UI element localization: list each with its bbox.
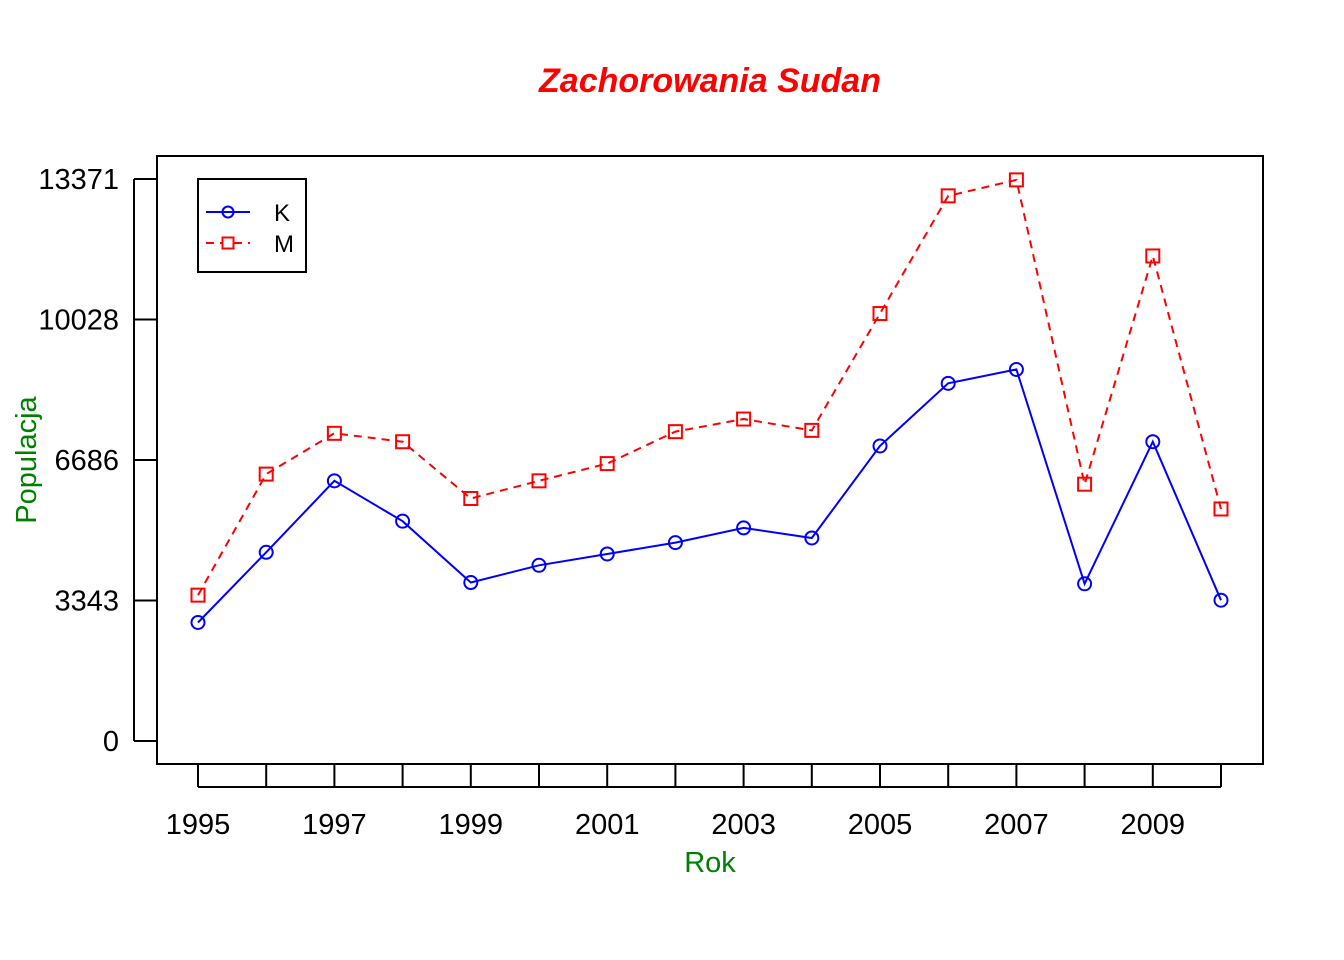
x-axis-title: Rok: [684, 847, 736, 879]
legend-marker: [221, 236, 235, 250]
data-point: [1145, 248, 1161, 264]
data-point: [463, 575, 479, 591]
data-point: [326, 473, 342, 489]
data-point: [667, 535, 683, 551]
data-point: [940, 375, 956, 391]
y-axis-title: Populacja: [11, 395, 43, 523]
data-point: [190, 587, 206, 603]
x-tick-label: 1997: [302, 809, 367, 841]
data-point: [736, 520, 752, 536]
chart-title: Zachorowania Sudan: [538, 62, 881, 100]
data-point: [1008, 361, 1024, 377]
data-point: [1077, 576, 1093, 592]
x-tick-label: 2005: [848, 809, 913, 841]
legend-label: M: [274, 231, 294, 258]
x-tick-label: 1995: [166, 809, 231, 841]
x-tick-label: 2003: [711, 809, 776, 841]
data-point: [531, 473, 547, 489]
data-point: [190, 614, 206, 630]
series-line-K: [197, 368, 1222, 624]
legend-marker: [221, 205, 235, 219]
data-point: [872, 438, 888, 454]
series-line-M: [197, 178, 1222, 596]
x-tick-label: 2007: [984, 809, 1049, 841]
data-point: [599, 456, 615, 472]
y-tick-label: 0: [103, 726, 119, 758]
series-layer: [190, 172, 1229, 630]
data-point: [940, 188, 956, 204]
series-M: [190, 172, 1229, 603]
data-point: [872, 306, 888, 322]
data-point: [258, 544, 274, 560]
data-point: [804, 422, 820, 438]
data-point: [1077, 476, 1093, 492]
legend: KM: [197, 178, 307, 273]
data-point: [804, 530, 820, 546]
data-point: [736, 411, 752, 427]
y-axis: 0 3343 6686 10028 13371: [38, 164, 157, 758]
data-point: [1213, 501, 1229, 517]
legend-label: K: [274, 200, 290, 227]
x-tick-label: 2001: [575, 809, 640, 841]
y-tick-label: 6686: [54, 445, 119, 477]
series-K: [190, 361, 1229, 630]
y-tick-label: 10028: [38, 305, 119, 337]
data-point: [1213, 592, 1229, 608]
data-point: [395, 434, 411, 450]
y-tick-label: 13371: [38, 164, 119, 196]
x-tick-label: 2009: [1121, 809, 1186, 841]
plot-frame: [156, 155, 1264, 765]
data-point: [258, 466, 274, 482]
data-point: [395, 513, 411, 529]
data-point: [531, 557, 547, 573]
data-point: [1145, 434, 1161, 450]
y-tick-label: 3343: [54, 585, 119, 617]
x-tick-label: 1999: [439, 809, 504, 841]
data-point: [326, 425, 342, 441]
legend-box: [197, 178, 307, 273]
x-axis: 1995 1997 1999 2001 2003 2005 2007 2009: [166, 764, 1222, 841]
data-point: [667, 424, 683, 440]
data-point: [1008, 172, 1024, 188]
data-point: [599, 546, 615, 562]
data-point: [463, 490, 479, 506]
